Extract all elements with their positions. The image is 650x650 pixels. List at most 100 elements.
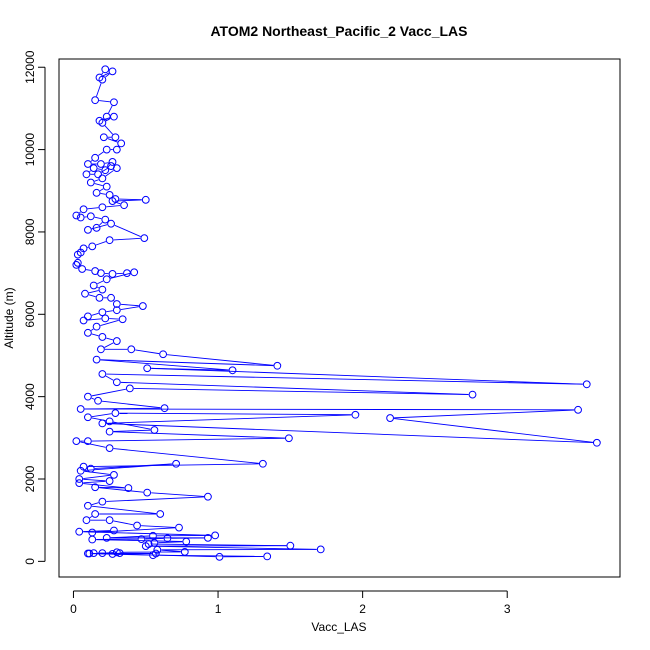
data-point — [163, 534, 172, 543]
data-point — [97, 160, 105, 168]
series-segment — [116, 553, 216, 558]
series-segment — [87, 207, 99, 210]
series-segment — [95, 241, 106, 246]
chart-title: ATOM2 Northeast_Pacific_2 Vacc_LAS — [210, 23, 467, 39]
data-point — [123, 269, 131, 278]
data-point — [111, 133, 120, 142]
series-segment — [113, 520, 134, 526]
series-segment — [114, 224, 141, 237]
series-segment — [91, 502, 99, 506]
y-axis-label: Altitude (m) — [2, 287, 16, 348]
data-point — [172, 459, 181, 468]
data-point — [84, 312, 92, 321]
data-point — [72, 437, 81, 446]
series-segment — [99, 188, 104, 192]
series-segment — [88, 290, 99, 294]
data-point — [110, 98, 118, 107]
data-point — [102, 182, 111, 191]
data-point — [75, 479, 84, 488]
data-point — [110, 112, 118, 121]
data-point — [112, 300, 121, 308]
data-point — [92, 188, 101, 197]
series-segment — [394, 418, 593, 443]
series-segment — [79, 211, 81, 214]
series-segment — [113, 429, 151, 432]
data-point — [130, 268, 139, 277]
series-segment — [99, 222, 103, 226]
series-segment — [88, 294, 96, 298]
series-segment — [102, 72, 110, 77]
data-point — [228, 366, 237, 375]
data-point — [84, 549, 92, 558]
series-segment — [158, 541, 183, 544]
data-point — [105, 427, 114, 436]
series-segment — [89, 170, 91, 173]
data-point — [141, 195, 150, 204]
x-tick-label: 3 — [504, 602, 511, 616]
data-point — [149, 551, 157, 560]
series-segment — [91, 437, 285, 442]
data-point — [574, 405, 582, 414]
series-segment — [120, 306, 139, 310]
data-point — [153, 545, 162, 554]
series-points — [72, 65, 601, 561]
data-point — [84, 328, 92, 337]
series-segment — [106, 414, 352, 424]
data-point — [108, 67, 117, 76]
data-point — [140, 234, 149, 243]
data-point — [84, 392, 92, 401]
data-point — [143, 488, 152, 497]
data-point — [84, 413, 92, 422]
data-point — [84, 225, 92, 234]
data-point — [159, 350, 168, 359]
y-tick-label: 10000 — [23, 133, 37, 167]
data-point — [99, 133, 108, 142]
data-point — [98, 497, 107, 506]
series-segment — [99, 486, 125, 489]
data-point — [386, 414, 395, 422]
data-point — [110, 526, 118, 535]
data-point — [98, 118, 107, 127]
series-segment — [98, 151, 104, 156]
data-point — [108, 197, 117, 205]
series-segment — [96, 527, 176, 533]
data-point — [263, 552, 272, 561]
series-segment — [97, 280, 104, 285]
data-point — [94, 170, 102, 179]
series-segment — [97, 286, 99, 289]
series-segment — [97, 168, 102, 170]
series-segment — [104, 125, 114, 135]
data-point — [124, 484, 133, 492]
data-point — [182, 537, 191, 546]
series-segment — [94, 183, 103, 187]
series-segment — [94, 179, 99, 182]
data-point — [112, 145, 121, 154]
y-axis: 0 2000 4000 6000 8000 10000 12000 — [23, 50, 46, 565]
x-tick-label: 0 — [70, 602, 77, 616]
series-segment — [113, 237, 141, 241]
y-tick-label: 4000 — [23, 383, 37, 410]
series-segment — [99, 100, 111, 103]
data-point — [86, 212, 95, 221]
series-segment — [106, 205, 121, 208]
series-segment — [89, 515, 93, 519]
series-segment — [84, 408, 575, 411]
data-point — [115, 549, 124, 558]
data-point — [120, 201, 128, 210]
data-point — [98, 174, 107, 183]
data-point — [84, 437, 92, 446]
series-segment — [99, 487, 144, 493]
data-point — [73, 258, 82, 267]
data-point — [118, 315, 127, 324]
x-axis: 0 1 2 3 — [70, 590, 511, 616]
data-point — [160, 404, 169, 413]
y-tick-label: 2000 — [23, 465, 37, 492]
series-segment — [91, 333, 99, 337]
data-point — [97, 345, 105, 354]
series-segment — [106, 337, 114, 341]
series-segment — [106, 423, 593, 444]
data-point — [81, 289, 89, 298]
data-point — [175, 523, 183, 532]
